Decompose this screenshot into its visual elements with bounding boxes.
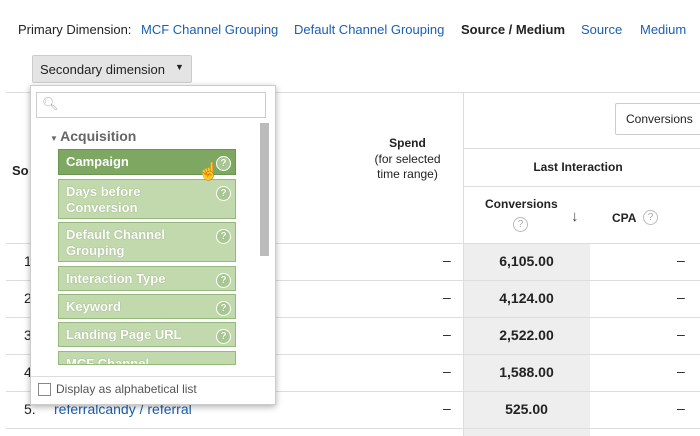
search-icon: 🔍︎ (42, 96, 59, 111)
column-header: Spend (389, 136, 426, 150)
spend-cell: – (443, 400, 451, 416)
help-icon[interactable]: ? (513, 216, 528, 233)
dimension-item[interactable]: Landing Page URL? (58, 322, 236, 347)
help-icon[interactable]: ? (216, 229, 231, 244)
table-border (6, 92, 700, 93)
conversions-cell: 4,124.00 (499, 290, 554, 306)
column-group: Last Interaction (533, 160, 623, 174)
header-divider (463, 148, 700, 149)
column-header[interactable]: Conversions (485, 197, 558, 211)
primary-dimension-label: Primary Dimension: (18, 22, 132, 37)
dimension-option[interactable]: MCF Channel Grouping (141, 22, 279, 37)
dimension-option-selected[interactable]: Source / Medium (461, 22, 566, 37)
metric-button[interactable]: Conversions (615, 103, 700, 135)
help-icon[interactable]: ? (216, 329, 231, 344)
cpa-cell: – (677, 289, 685, 305)
item-label: Days before Conversion (66, 184, 141, 215)
dimension-option[interactable]: Source (581, 22, 623, 37)
item-label: Default Channel Grouping (66, 227, 165, 258)
divider (31, 376, 275, 377)
conversions-cell: 525.00 (505, 401, 548, 417)
sort-arrow[interactable]: ↓ (571, 208, 579, 225)
scrollbar[interactable] (260, 123, 269, 256)
item-label: Campaign (66, 154, 129, 169)
item-label: Interaction Type (66, 271, 166, 286)
cpa-cell: – (677, 363, 685, 379)
caret: ▼ (175, 62, 184, 72)
dimension-option[interactable]: Medium (640, 22, 687, 37)
row-index: 3 (24, 327, 32, 343)
row-divider (6, 354, 700, 355)
help-icon[interactable]: ? (216, 186, 231, 201)
row-source[interactable]: referralcandy / referral (54, 401, 192, 417)
cpa-cell: – (677, 400, 685, 416)
row-index: 1 (24, 253, 32, 269)
column-note: (for selected time range) (374, 152, 441, 181)
alphabetical-checkbox[interactable]: Display as alphabetical list (38, 382, 197, 397)
dimension-item[interactable]: Campaign? (58, 149, 236, 175)
row-divider (6, 391, 700, 392)
cpa-cell: – (677, 326, 685, 342)
item-label: MCF Channel (66, 356, 150, 365)
row-divider (6, 317, 700, 318)
dimension-item[interactable]: Interaction Type? (58, 266, 236, 291)
sorted-column-bg (464, 243, 590, 436)
spend-cell: – (443, 252, 451, 268)
search-box[interactable]: 🔍︎ (36, 92, 266, 118)
secondary-dimension-button[interactable]: Secondary dimension ▼ (32, 55, 192, 83)
section-header[interactable]: ▼ Acquisition (50, 128, 137, 144)
conversions-cell: 2,522.00 (499, 327, 554, 343)
row-divider (6, 428, 700, 429)
dimension-item[interactable]: MCF Channel (58, 351, 236, 365)
conversions-cell: 6,105.00 (499, 253, 554, 269)
section-label: Acquisition (60, 128, 137, 144)
item-label: Landing Page URL (66, 327, 182, 342)
dimension-item[interactable]: Keyword? (58, 294, 236, 319)
button-label: Secondary dimension (40, 62, 166, 77)
spend-cell: – (443, 326, 451, 342)
help-icon[interactable]: ? (216, 156, 231, 171)
help-icon[interactable]: ? (216, 273, 231, 288)
item-label: Keyword (66, 299, 121, 314)
header-divider (463, 186, 700, 187)
row-index: 4 (24, 364, 32, 380)
dimension-option[interactable]: Default Channel Grouping (294, 22, 445, 37)
dimension-item[interactable]: Default Channel Grouping? (58, 222, 236, 262)
row-divider (6, 243, 700, 244)
row-index: 2 (24, 290, 32, 306)
conversions-cell: 1,588.00 (499, 364, 554, 380)
help-icon[interactable]: ? (643, 209, 658, 226)
spend-cell: – (443, 289, 451, 305)
column-header: So (12, 163, 29, 178)
column-header[interactable]: CPA (612, 211, 637, 225)
cursor: ☝ (198, 162, 220, 181)
checkbox-label: Display as alphabetical list (56, 382, 197, 396)
dimension-item[interactable]: Days before Conversion? (58, 179, 236, 219)
row-divider (6, 280, 700, 281)
column-divider (463, 92, 464, 436)
help-icon[interactable]: ? (216, 301, 231, 316)
cpa-cell: – (677, 252, 685, 268)
spend-cell: – (443, 363, 451, 379)
row-index: 5. (24, 401, 36, 417)
